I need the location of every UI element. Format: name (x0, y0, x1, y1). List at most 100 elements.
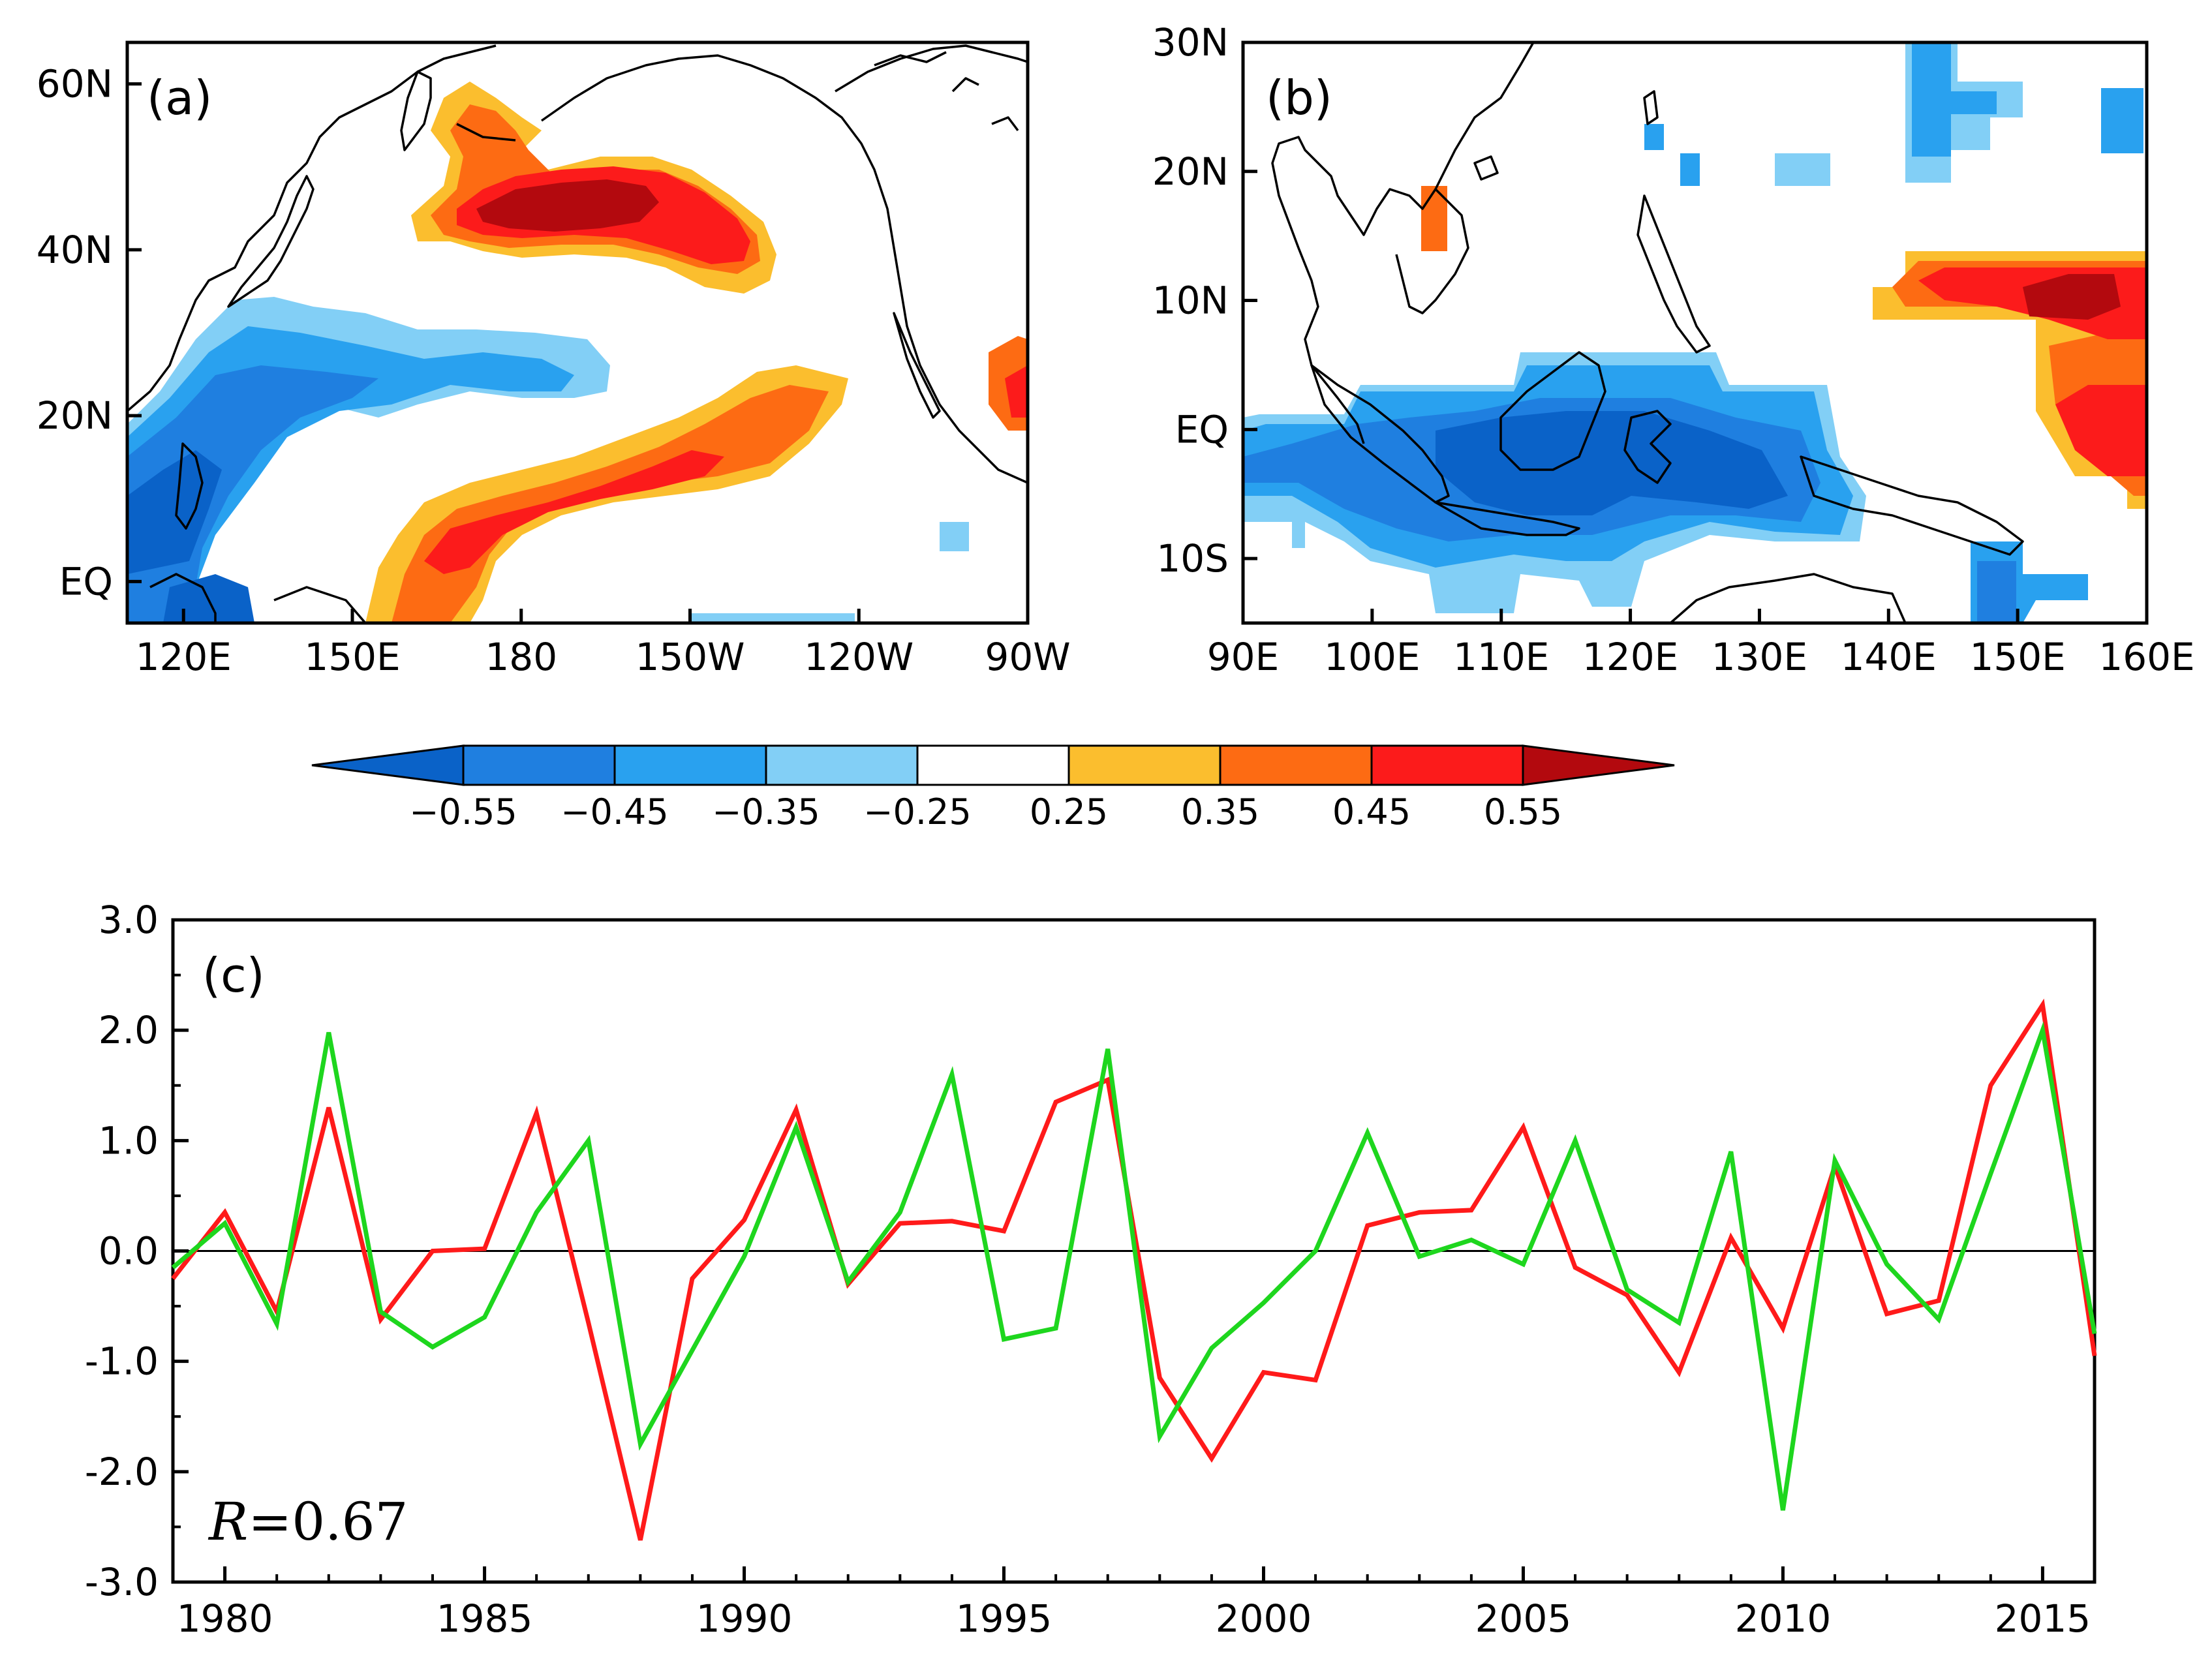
panel-b-neg-p1 (1644, 124, 1664, 150)
colorbar-tick-label: −0.55 (409, 791, 517, 832)
panel-a-xtick-label: 150W (635, 635, 745, 679)
panel-a-coast-ph (175, 442, 204, 530)
panel-b-ytick-label: 20N (1152, 149, 1229, 194)
panel-a-pos-east-core (1005, 365, 1028, 418)
panel-c-xtick-label: 2015 (1995, 1596, 2091, 1641)
panel-a-ytick-label: 60N (37, 62, 113, 106)
panel-a-xtick-label: 120E (136, 635, 232, 679)
panel-b-coast-sumatra (1310, 364, 1450, 504)
panel-c-ticks: 1980 1985 1990 1995 2000 2005 2010 2015 3.0 2.0 1.… (85, 898, 2096, 1641)
panel-b-xtick-label: 160E (2098, 635, 2194, 679)
panel-c-series-line-1 (171, 998, 2097, 1541)
panel-b-neg-top-mid (1912, 42, 1997, 157)
colorbar-low-extend (311, 744, 465, 786)
colorbar-tick-label: 0.25 (1030, 791, 1108, 832)
panel-a-coast-arctic (874, 51, 1019, 132)
panel-c-xtick-label: 1980 (177, 1596, 273, 1641)
panel-c-xtick-label: 1995 (956, 1596, 1052, 1641)
annotation-var: R (207, 1491, 248, 1552)
panel-c-ytick-label: 0.0 (99, 1229, 159, 1273)
colorbar-box (1370, 744, 1524, 786)
panel-c: 1980 1985 1990 1995 2000 2005 2010 2015 3.0 2.0 1.… (85, 898, 2097, 1641)
panel-b-coast-asia (1271, 42, 1535, 444)
panel-b: (b) 90E 100E 110E 120E 130E 140E 150E 160E 30N 20… (1152, 20, 2195, 679)
panel-c-ytick-label: -2.0 (85, 1450, 159, 1494)
colorbar-tick-label: 0.35 (1181, 791, 1259, 832)
panel-c-ytick-label: 2.0 (99, 1008, 159, 1052)
panel-b-xtick-label: 120E (1582, 635, 1678, 679)
panel-b-xtick-label: 90E (1207, 635, 1279, 679)
panel-b-coast-java (1434, 501, 1580, 536)
panel-b-neg-bottom-core (1977, 561, 2016, 623)
colorbar-high-extend (1522, 744, 1675, 786)
panel-b-coast-taiwan (1643, 90, 1659, 125)
panel-b-neg-p3 (1775, 153, 1830, 186)
panel-b-coast-ph (1636, 194, 1711, 354)
colorbar-tick-label: 0.45 (1332, 791, 1411, 832)
panel-c-xtick-label: 2010 (1735, 1596, 1832, 1641)
panel-a-field (127, 44, 1028, 623)
annotation-value: =0.67 (248, 1491, 408, 1552)
panel-a-frame (125, 40, 1030, 625)
panel-b-field (1243, 42, 2147, 623)
panel-a-xtick-label: 180 (485, 635, 557, 679)
panel-a-coast-kamchatka (400, 70, 432, 151)
panel-b-ytick-label: EQ (1175, 407, 1229, 451)
colorbar-box (765, 744, 919, 786)
panel-a-coast-alaska (540, 54, 1028, 484)
panel-b-ytick-label: 10N (1152, 279, 1229, 323)
panel-b-ytick-label: 10S (1156, 536, 1229, 581)
panel-b-xtick-label: 150E (1969, 635, 2065, 679)
colorbar-tick-label: −0.35 (712, 791, 820, 832)
panel-b-coast-sulawesi (1623, 410, 1672, 484)
colorbar-box (462, 744, 616, 786)
panel-b-neg-p2 (1680, 153, 1700, 186)
panel-b-pos-east-core (2023, 274, 2121, 320)
panel-a-xtick-label: 150E (304, 635, 400, 679)
colorbar-box (916, 744, 1070, 786)
panel-c-xtick-label: 1990 (696, 1596, 793, 1641)
panel-a-pos-n-core (476, 179, 659, 232)
panel-b-xtick-label: 130E (1712, 635, 1807, 679)
colorbar-tick-label: 0.55 (1484, 791, 1562, 832)
panel-a-xtick-label: 120W (804, 635, 914, 679)
panel-b-coast-ng (1800, 455, 2024, 556)
colorbar-tick-label: −0.45 (561, 791, 668, 832)
panel-a-ytick-label: 20N (37, 393, 113, 438)
panel-b-ticks: 90E 100E 110E 120E 130E 140E 150E 160E 30N 20N 10N… (1152, 20, 2195, 679)
panel-a-neg-core (127, 450, 222, 574)
panel-a: (a) 120E 150E 180 150W 120W 90W 60N 40N 20N EQ (37, 40, 1071, 679)
panel-b-neg-core (1436, 411, 1788, 515)
panel-c-ytick-label: -1.0 (85, 1339, 159, 1384)
panel-b-xtick-label: 110E (1453, 635, 1549, 679)
panel-b-frame (1241, 40, 2149, 625)
panel-a-coast-ng (273, 586, 367, 623)
panel-c-xtick-label: 2000 (1216, 1596, 1312, 1641)
panel-c-series (171, 998, 2097, 1541)
panel-a-label: (a) (147, 70, 212, 125)
panel-b-neg-topright (2101, 88, 2143, 153)
panel-b-label: (b) (1266, 70, 1332, 125)
panel-b-xtick-label: 100E (1324, 635, 1420, 679)
panel-b-xtick-label: 140E (1841, 635, 1937, 679)
panel-b-coast-borneo (1499, 351, 1606, 471)
colorbar: −0.55 −0.45 −0.35 −0.25 0.25 0.35 0.45 0.55 (311, 744, 1675, 832)
panel-a-xtick-label: 90W (985, 635, 1070, 679)
colorbar-box (613, 744, 767, 786)
panel-c-ytick-label: -3.0 (85, 1560, 159, 1604)
panel-b-coast-aus (1669, 573, 1907, 623)
colorbar-tick-label: −0.25 (863, 791, 971, 832)
panel-b-coast-hainan (1473, 155, 1499, 181)
panel-c-xtick-label: 1985 (437, 1596, 533, 1641)
panel-a-coast-borneo (149, 573, 217, 623)
panel-c-xtick-label: 2005 (1475, 1596, 1572, 1641)
panel-a-coast-baja (893, 312, 941, 419)
colorbar-box (1219, 744, 1373, 786)
panel-a-coast-japan (227, 175, 315, 308)
panel-a-ytick-label: 40N (37, 228, 113, 272)
panel-a-pos-s-mid (392, 385, 829, 623)
panel-a-neg-patch2 (692, 613, 855, 623)
colorbar-box (1068, 744, 1221, 786)
panel-b-pos-east-red2 (2055, 385, 2147, 476)
